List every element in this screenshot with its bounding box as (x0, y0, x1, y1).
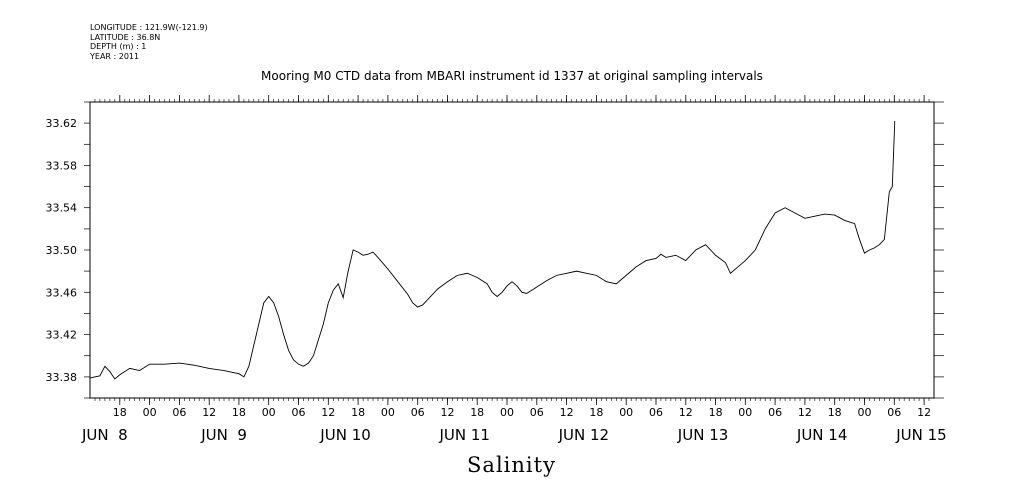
chart-title: Mooring M0 CTD data from MBARI instrumen… (261, 69, 763, 83)
x-tick-label: 18 (709, 406, 723, 419)
y-tick-label: 33.62 (46, 117, 78, 130)
x-tick-label: 00 (381, 406, 395, 419)
meta-longitude: LONGITUDE : 121.9W(-121.9) (90, 23, 208, 32)
axis-ticks (84, 95, 944, 405)
day-label: JUN 11 (439, 426, 490, 444)
y-tick-label: 33.42 (46, 329, 78, 342)
x-tick-label: 06 (649, 406, 663, 419)
x-tick-label: 00 (143, 406, 157, 419)
y-tick-label: 33.54 (46, 202, 78, 215)
y-tick-label: 33.50 (46, 244, 78, 257)
x-tick-label: 06 (292, 406, 306, 419)
x-tick-label: 12 (560, 406, 574, 419)
x-tick-label: 06 (411, 406, 425, 419)
x-tick-label: 18 (589, 406, 603, 419)
day-label: JUN 8 (81, 426, 128, 444)
metadata-block: LONGITUDE : 121.9W(-121.9) LATITUDE : 36… (90, 23, 208, 61)
x-tick-label: 00 (262, 406, 276, 419)
day-label: JUN 13 (677, 426, 728, 444)
x-tick-label: 06 (887, 406, 901, 419)
x-tick-label: 06 (768, 406, 782, 419)
x-axis-label: Salinity (467, 453, 556, 477)
plot-frame (89, 101, 935, 399)
x-tick-label: 12 (679, 406, 693, 419)
x-tick-label: 18 (351, 406, 365, 419)
x-tick-label: 00 (738, 406, 752, 419)
y-tick-label: 33.58 (46, 159, 78, 172)
day-label: JUN 14 (796, 426, 847, 444)
x-tick-label: 06 (530, 406, 544, 419)
x-tick-label: 00 (619, 406, 633, 419)
x-tick-labels: 18 00 06 12 18 00 06 12 18 00 06 12 18 00 06 12 18 00 06 12… (113, 406, 931, 419)
salinity-series-line (89, 121, 896, 380)
y-tick-label: 33.46 (46, 286, 78, 299)
meta-year: YEAR : 2011 (90, 51, 140, 61)
day-label: JUN 12 (558, 426, 609, 444)
y-tick-label: 33.38 (46, 371, 78, 384)
x-tick-label: 18 (470, 406, 484, 419)
day-label: JUN 9 (200, 426, 247, 444)
x-tick-label: 18 (113, 406, 127, 419)
day-label: JUN 10 (319, 426, 370, 444)
y-tick-labels: 33.38 33.42 33.46 33.50 33.54 33.58 33.62 (46, 117, 78, 384)
x-tick-label: 00 (500, 406, 514, 419)
x-tick-label: 00 (858, 406, 872, 419)
x-tick-label: 06 (172, 406, 186, 419)
meta-depth: DEPTH (m) : 1 (90, 42, 147, 51)
x-tick-label: 12 (798, 406, 812, 419)
day-label: JUN 15 (895, 426, 946, 444)
x-tick-label: 12 (441, 406, 455, 419)
day-labels: JUN 8 JUN 9 JUN 10 JUN 11 JUN 12 JUN 13 JUN 14… (81, 426, 947, 444)
x-tick-label: 18 (232, 406, 246, 419)
meta-latitude: LATITUDE : 36.8N (90, 32, 161, 42)
x-tick-label: 12 (202, 406, 216, 419)
x-tick-label: 18 (828, 406, 842, 419)
x-tick-label: 12 (917, 406, 931, 419)
x-tick-label: 12 (321, 406, 335, 419)
